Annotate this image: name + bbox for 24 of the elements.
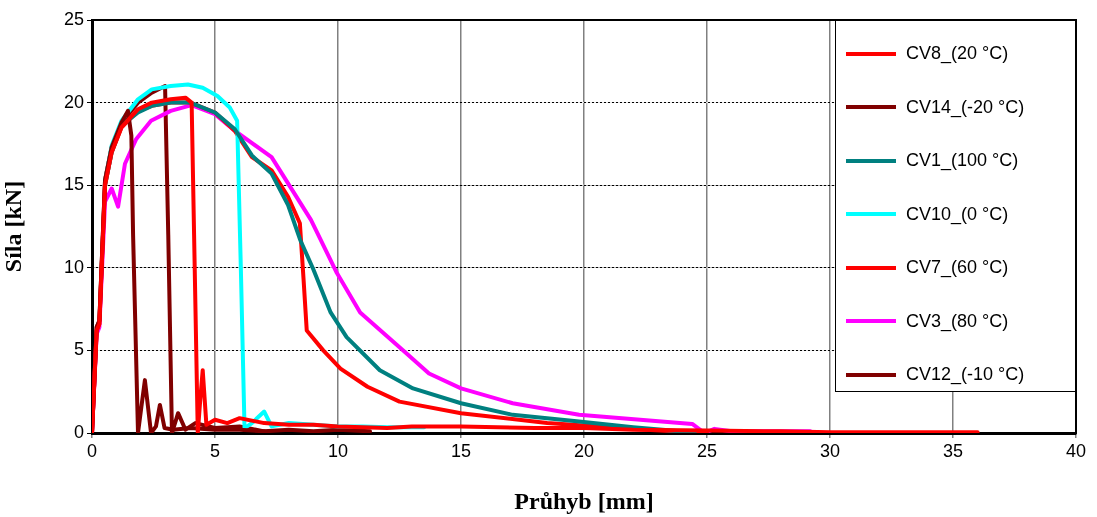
- y-axis-title: Síla [kN]: [0, 180, 26, 273]
- x-axis-title: Průhyb [mm]: [514, 487, 654, 514]
- x-tick-label: 40: [1065, 440, 1087, 461]
- x-tick-label: 35: [942, 440, 964, 461]
- legend-label: CV14_(-20 °C): [906, 96, 1025, 118]
- x-tick-label: 30: [819, 440, 841, 461]
- y-tick-label: 5: [73, 339, 84, 360]
- y-tick-label: 10: [63, 256, 84, 277]
- y-tick-label: 20: [63, 91, 84, 112]
- x-tick-label: 25: [696, 440, 718, 461]
- legend-label: CV10_(0 °C): [906, 203, 1009, 225]
- x-tick-label: 10: [327, 440, 349, 461]
- legend-label: CV12_(-10 °C): [906, 364, 1025, 386]
- legend-label: CV3_(80 °C): [906, 310, 1009, 332]
- x-tick-label: 20: [573, 440, 595, 461]
- x-tick-label: 15: [450, 440, 472, 461]
- legend-label: CV1_(100 °C): [906, 150, 1019, 172]
- x-tick-label: 0: [86, 440, 98, 461]
- y-tick-label: 15: [63, 174, 84, 195]
- x-tick-label: 5: [209, 440, 221, 461]
- legend-label: CV8_(20 °C): [906, 43, 1009, 65]
- y-tick-label: 0: [73, 421, 84, 442]
- legend-label: CV7_(60 °C): [906, 257, 1009, 279]
- y-tick-label: 25: [63, 8, 84, 29]
